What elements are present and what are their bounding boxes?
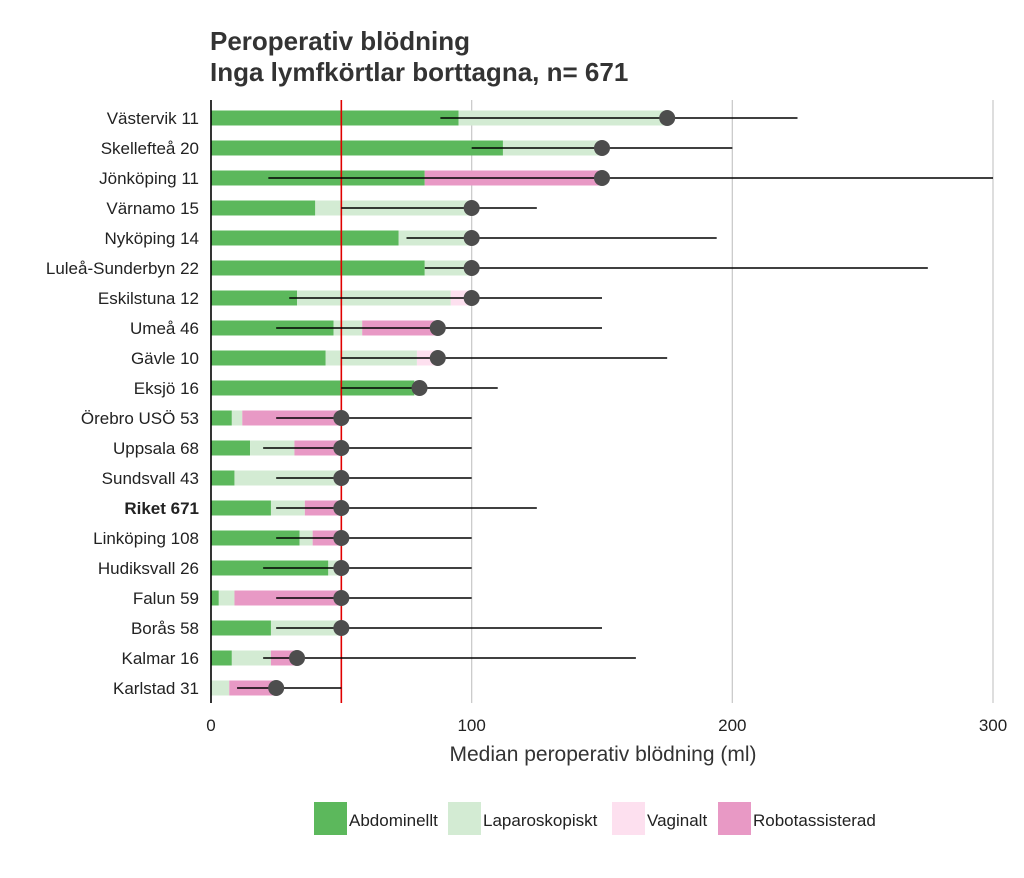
legend-label-2: Vaginalt [647,811,707,830]
whiskers [237,117,993,689]
bar-0-5 [211,260,425,276]
category-label-19: Karlstad 31 [113,679,199,698]
bar-0-4 [211,230,399,246]
median-marker-7 [429,320,446,336]
legend-swatch-3 [718,802,751,835]
median-marker-14 [333,530,350,546]
median-marker-9 [411,380,428,396]
bars [211,110,668,696]
bar-0-9 [211,380,415,396]
category-label-9: Eksjö 16 [134,379,199,398]
category-label-1: Skellefteå 20 [101,139,199,158]
median-marker-0 [659,110,676,126]
x-tick-label-2: 200 [718,716,746,735]
category-label-7: Umeå 46 [130,319,199,338]
bar-0-11 [211,440,251,456]
bar-0-13 [211,500,271,516]
category-label-11: Uppsala 68 [113,439,199,458]
category-labels: Västervik 11 Skellefteå 20 Jönköping 11 Vär… [46,109,199,698]
bar-0-16 [211,590,219,606]
x-tick-label-0: 0 [206,716,215,735]
median-marker-2 [594,170,610,186]
category-label-18: Kalmar 16 [122,649,199,668]
category-label-10: Örebro USÖ 53 [81,409,199,428]
median-marker-17 [333,620,350,636]
chart-title: Peroperativ blödning Inga lymfkörtlar bo… [210,26,628,88]
bar-0-18 [211,650,232,666]
median-marker-6 [463,290,480,306]
median-marker-13 [333,500,350,516]
bar-0-17 [211,620,271,636]
category-label-16: Falun 59 [133,589,199,608]
bar-0-8 [211,350,326,366]
median-marker-15 [333,560,350,576]
bar-0-1 [211,140,503,156]
median-marker-8 [429,350,446,366]
category-label-2: Jönköping 11 [99,169,199,188]
category-label-17: Borås 58 [131,619,199,638]
legend-swatch-1 [448,802,481,835]
median-marker-16 [333,590,350,606]
median-marker-4 [463,230,480,246]
category-label-12: Sundsvall 43 [102,469,199,488]
category-label-6: Eskilstuna 12 [98,289,199,308]
x-tick-label-1: 100 [457,716,485,735]
legend: Abdominellt Laparoskopiskt Vaginalt Robotas… [314,802,876,835]
legend-swatch-2 [612,802,645,835]
x-tick-label-3: 300 [979,716,1007,735]
category-label-13: Riket 671 [124,499,199,518]
median-marker-18 [289,650,306,666]
legend-swatch-0 [314,802,347,835]
median-marker-19 [268,680,285,696]
category-label-15: Hudiksvall 26 [98,559,199,578]
category-label-0: Västervik 11 [107,109,199,128]
bar-1-16 [218,590,235,606]
median-marker-12 [333,470,350,486]
legend-label-1: Laparoskopiskt [483,811,598,830]
legend-label-3: Robotassisterad [753,811,876,830]
median-marker-11 [333,440,350,456]
median-markers [268,110,676,696]
category-label-3: Värnamo 15 [106,199,199,218]
median-marker-5 [463,260,480,276]
median-marker-1 [594,140,610,156]
grid-lines [471,100,994,703]
x-axis-title: Median peroperativ blödning (ml) [450,743,757,766]
x-tick-labels: 0 100 200 300 [206,716,1007,735]
legend-label-0: Abdominellt [349,811,438,830]
bar-1-18 [231,650,271,666]
bar-1-10 [231,410,243,426]
category-label-14: Linköping 108 [93,529,199,548]
chart-title-line-1: Peroperativ blödning [210,26,471,56]
bar-1-19 [211,680,230,696]
bar-0-6 [211,290,298,306]
bar-0-10 [211,410,232,426]
median-marker-3 [463,200,480,216]
category-label-5: Luleå-Sunderbyn 22 [46,259,199,278]
bar-0-12 [211,470,235,486]
bar-0-7 [211,320,334,336]
bar-0-3 [211,200,316,216]
category-label-4: Nyköping 14 [104,229,199,248]
median-marker-10 [333,410,350,426]
bar-0-14 [211,530,300,546]
bar-0-0 [211,110,459,126]
chart-title-line-2: Inga lymfkörtlar borttagna, n= 671 [210,57,629,87]
category-label-8: Gävle 10 [131,349,199,368]
